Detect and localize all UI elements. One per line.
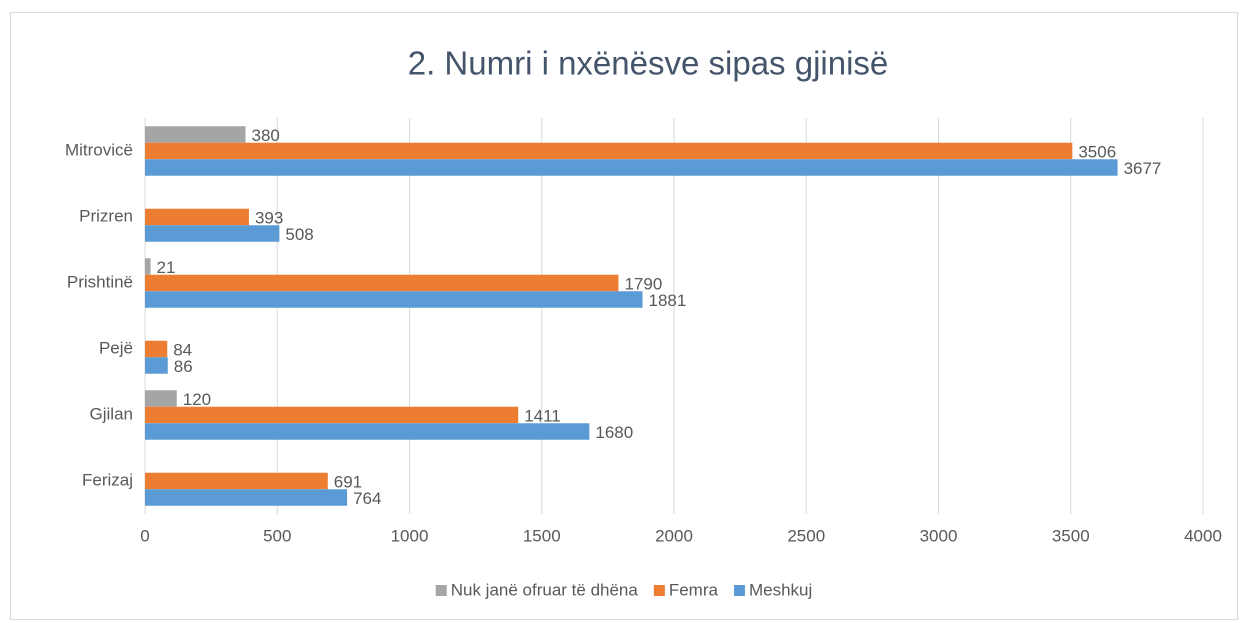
y-tick-label: Prishtinë — [67, 272, 133, 291]
value-label: 393 — [255, 208, 283, 227]
value-label: 84 — [173, 340, 192, 359]
y-tick-label: Gjilan — [90, 404, 133, 423]
x-tick-label: 4000 — [1184, 526, 1222, 545]
bar — [145, 274, 619, 292]
bar — [145, 390, 177, 407]
y-tick-label: Pejë — [99, 338, 133, 357]
value-label: 3506 — [1078, 142, 1116, 161]
value-label: 86 — [174, 357, 193, 376]
legend-swatch — [435, 585, 447, 596]
chart-frame — [10, 12, 1238, 620]
value-label: 691 — [334, 472, 362, 491]
legend-label: Nuk janë ofruar të dhëna — [451, 580, 639, 599]
value-label: 21 — [157, 258, 176, 277]
x-tick-label: 2000 — [655, 526, 693, 545]
value-label: 380 — [252, 126, 280, 145]
bar — [145, 423, 590, 440]
value-label: 3677 — [1124, 159, 1162, 178]
value-label: 120 — [183, 390, 211, 409]
legend-label: Femra — [669, 580, 719, 599]
value-label: 1881 — [649, 291, 687, 310]
value-label: 764 — [353, 489, 381, 508]
x-tick-label: 1000 — [391, 526, 429, 545]
x-tick-label: 1500 — [523, 526, 561, 545]
x-tick-label: 500 — [263, 526, 291, 545]
x-tick-label: 3000 — [920, 526, 958, 545]
value-label: 508 — [285, 225, 313, 244]
bar — [145, 291, 643, 308]
legend-swatch — [653, 585, 665, 596]
chart-title: 2. Numri i nxënësve sipas gjinisë — [408, 45, 889, 82]
y-tick-label: Mitrovicë — [65, 140, 133, 159]
value-label: 1411 — [524, 406, 561, 425]
bar — [145, 489, 348, 506]
value-label: 1790 — [624, 274, 662, 293]
bar — [145, 406, 519, 424]
y-tick-label: Prizren — [79, 206, 133, 225]
x-tick-label: 0 — [140, 526, 149, 545]
bar — [145, 225, 280, 242]
x-tick-label: 3500 — [1052, 526, 1090, 545]
bar — [145, 126, 246, 143]
bar — [145, 208, 249, 226]
value-label: 1680 — [595, 423, 633, 442]
legend-label: Meshkuj — [749, 580, 812, 599]
bar — [145, 472, 328, 490]
x-tick-label: 2500 — [787, 526, 825, 545]
bar — [145, 340, 168, 358]
bar — [145, 357, 168, 374]
bar — [145, 258, 151, 275]
y-tick-label: Ferizaj — [82, 470, 133, 489]
legend-swatch — [733, 585, 745, 596]
bar — [145, 142, 1073, 160]
bar — [145, 159, 1118, 176]
